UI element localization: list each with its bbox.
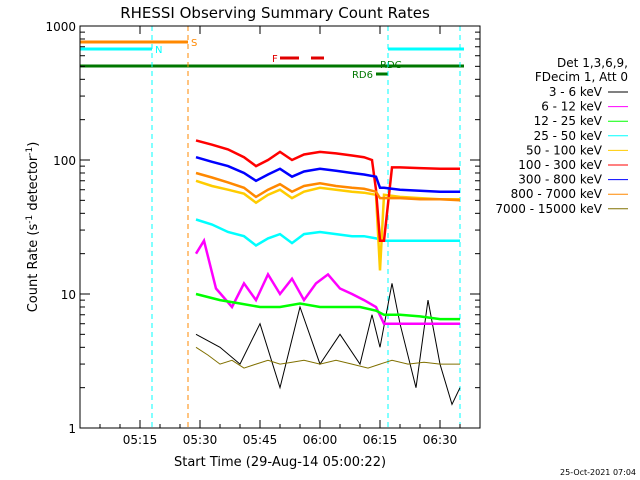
y-tick-label-3: 1000	[45, 20, 76, 34]
series-line-0	[195, 283, 461, 406]
flag-label-RD6: RD6	[352, 70, 373, 81]
legend-label-0: 3 - 6 keV	[549, 85, 603, 99]
legend-label-8: 7000 - 15000 keV	[495, 202, 602, 216]
flag-label-N: N	[155, 45, 162, 56]
y-axis-label-sup1: -1	[25, 215, 35, 224]
series-line-1	[194, 237, 460, 325]
y-tick-label-0: 1	[68, 422, 76, 436]
x-tick-label-2: 05:45	[243, 433, 278, 447]
series-line-8	[195, 346, 460, 369]
x-tick-label-1: 05:30	[183, 433, 218, 447]
series-line-6	[195, 155, 460, 193]
series-line-7	[195, 171, 461, 202]
legend-label-3: 25 - 50 keV	[534, 129, 603, 143]
vertical-markers	[151, 26, 461, 428]
series-line-4	[195, 179, 460, 271]
timestamp: 25-Oct-2021 07:04	[560, 468, 636, 477]
x-axis-label: Start Time (29-Aug-14 05:00:22)	[174, 455, 386, 470]
flag-label-F: F	[272, 54, 278, 65]
series-line-3	[195, 218, 460, 248]
y-axis-label: Count Rate (s-1 detector-1)	[25, 142, 41, 313]
x-tick-label-3: 06:00	[303, 433, 338, 447]
legend-label-4: 50 - 100 keV	[526, 143, 603, 157]
x-tick-label-0: 05:15	[123, 433, 158, 447]
series-lines	[194, 139, 461, 406]
y-axis-label-main: Count Rate (s	[26, 224, 41, 313]
legend-header-2: FDecim 1, Att 0	[535, 70, 628, 84]
chart-title: RHESSI Observing Summary Count Rates	[120, 4, 430, 22]
y-tick-label-2: 100	[53, 154, 76, 168]
y-axis-ticks: 1 10 100 1000	[45, 20, 480, 436]
legend-label-1: 6 - 12 keV	[541, 100, 603, 114]
x-tick-label-5: 06:30	[423, 433, 458, 447]
y-tick-label-1: 10	[61, 288, 76, 302]
y-axis-label-mid: detector	[26, 155, 41, 215]
y-axis-label-end: )	[26, 142, 41, 147]
legend-header-1: Det 1,3,6,9,	[557, 56, 628, 70]
y-axis-label-sup2: -1	[25, 147, 35, 156]
flag-label-RDC: RDC	[380, 60, 402, 71]
x-axis-ticks: 05:15 05:30 05:45 06:00 06:15 06:30	[79, 26, 481, 447]
legend-label-5: 100 - 300 keV	[518, 158, 602, 172]
legend-label-6: 300 - 800 keV	[518, 173, 602, 187]
legend-label-7: 800 - 7000 keV	[511, 187, 603, 201]
x-tick-label-4: 06:15	[363, 433, 398, 447]
series-line-5	[195, 139, 460, 242]
legend-label-2: 12 - 25 keV	[534, 114, 603, 128]
series-line-2	[195, 292, 460, 321]
flag-label-S: S	[191, 38, 197, 49]
observing-flags: S N F RD6 RDC	[80, 38, 464, 81]
